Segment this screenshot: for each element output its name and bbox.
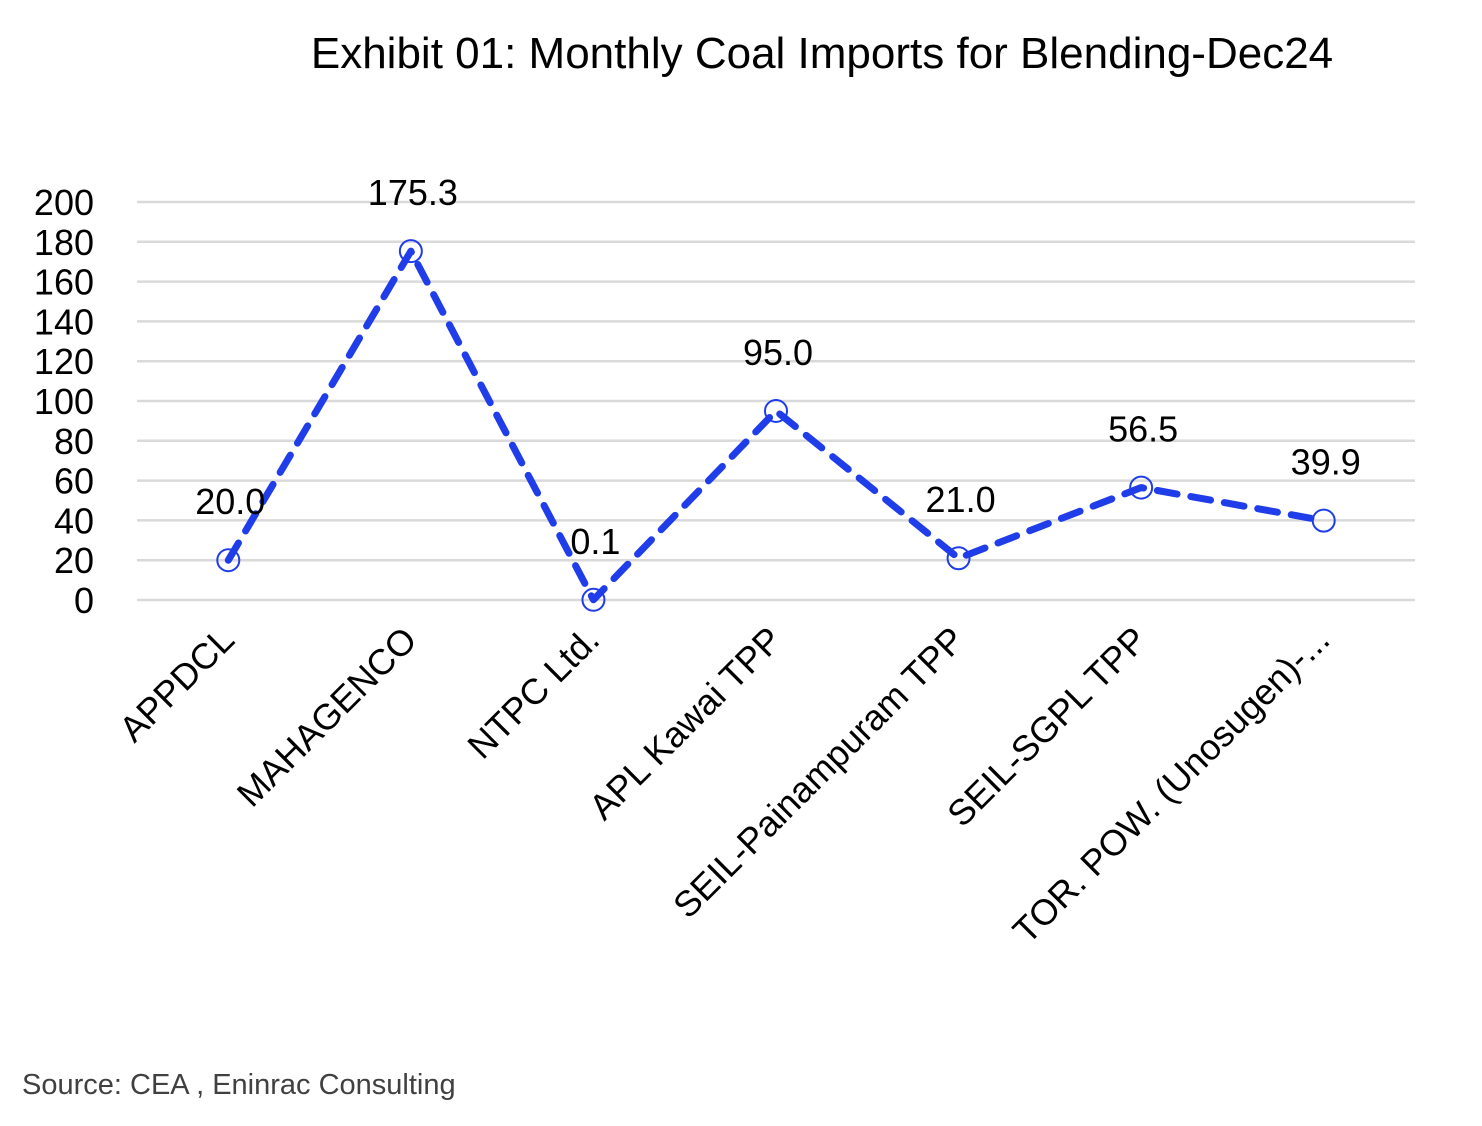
y-tick-label: 0: [74, 580, 94, 621]
x-tick-label: NTPC Ltd.: [459, 619, 607, 767]
y-tick-label: 60: [54, 461, 94, 502]
data-label: 39.9: [1291, 442, 1361, 483]
x-tick-label: SEIL-SGPL TPP: [939, 619, 1155, 835]
x-tick-label: APPDCL: [111, 619, 242, 750]
data-point-marker: [764, 398, 788, 423]
y-tick-label: 100: [34, 381, 94, 422]
y-tick-label: 20: [54, 540, 94, 581]
data-point-marker: [1311, 508, 1336, 533]
data-label: 175.3: [368, 172, 458, 213]
y-tick-label: 80: [54, 421, 94, 462]
source-note: Source: CEA , Eninrac Consulting: [22, 1069, 456, 1101]
x-tick-label: SEIL-Painampuram TPP: [665, 619, 972, 926]
y-tick-label: 120: [34, 341, 94, 382]
y-tick-label: 140: [34, 301, 94, 342]
data-point-marker: [1129, 475, 1154, 500]
y-tick-label: 40: [54, 500, 94, 541]
x-tick-label: TOR. POW. (Unosugen)-...: [1005, 619, 1338, 952]
x-tick-label: MAHAGENCO: [229, 619, 425, 815]
data-point-marker: [581, 587, 606, 612]
x-tick-label: APL Kawai TPP: [581, 619, 790, 828]
chart-title: Exhibit 01: Monthly Coal Imports for Ble…: [311, 29, 1333, 78]
data-point-marker: [398, 239, 423, 264]
data-label: 21.0: [926, 479, 996, 520]
y-tick-label: 160: [34, 262, 94, 303]
y-tick-label: 180: [34, 222, 94, 263]
y-tick-label: 200: [34, 182, 94, 223]
data-label: 0.1: [570, 521, 620, 562]
data-label: 95.0: [743, 332, 813, 373]
data-point-marker: [216, 548, 241, 573]
data-label: 56.5: [1108, 409, 1178, 450]
data-point-marker: [946, 546, 971, 571]
data-label: 20.0: [195, 481, 265, 522]
series-line: [224, 247, 1328, 604]
